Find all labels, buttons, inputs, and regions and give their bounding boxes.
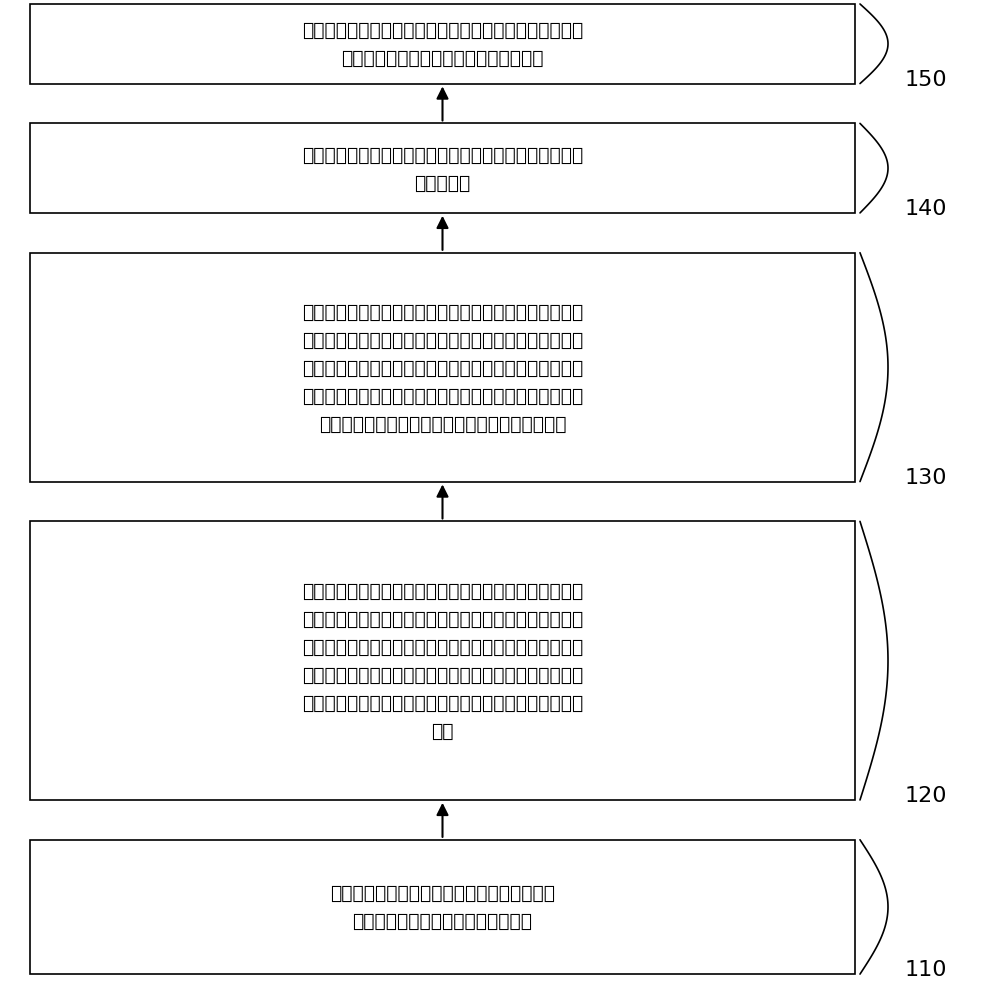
Text: 根据预设循环次数进行循环，每次循环包括：
根据全局优化算法确定前肋腹板厚度: 根据预设循环次数进行循环，每次循环包括： 根据全局优化算法确定前肋腹板厚度 xyxy=(330,884,555,930)
Text: 130: 130 xyxy=(905,467,948,487)
Text: 如果所述前肋腹板厚度小于等于所述预设厚度，则根据所
述全局优化算法确定的第二飞机机翼有限元模型的至少一
个其他飞机机翼部件表达式中的参数，计算第二飞机机翼
有限: 如果所述前肋腹板厚度小于等于所述预设厚度，则根据所 述全局优化算法确定的第二飞机… xyxy=(302,302,583,433)
Text: 140: 140 xyxy=(905,199,948,219)
Text: 110: 110 xyxy=(905,959,948,979)
Bar xyxy=(30,840,855,974)
Text: 经过所述预设循环次数循环，得到所述预设循环次数的飞
机机翼重量: 经过所述预设循环次数循环，得到所述预设循环次数的飞 机机翼重量 xyxy=(302,145,583,193)
Text: 150: 150 xyxy=(905,70,948,89)
Bar xyxy=(30,124,855,214)
Text: 如果所述前肋腹板厚度大于预设厚度，则根据全局优化算
法确定的第一飞机机翼有限元模型的至少一个其他飞机机
翼部件表达式中的参数，计算所述第一飞机机翼有限元模
型对: 如果所述前肋腹板厚度大于预设厚度，则根据全局优化算 法确定的第一飞机机翼有限元模… xyxy=(302,581,583,741)
Bar xyxy=(30,5,855,84)
Text: 120: 120 xyxy=(905,785,948,805)
Bar xyxy=(30,253,855,482)
Text: 获取所述预设循环次数的飞机机翼重量中的较轻飞机机翼
重量对应的至少一个飞机机翼部件表达式: 获取所述预设循环次数的飞机机翼重量中的较轻飞机机翼 重量对应的至少一个飞机机翼部… xyxy=(302,21,583,69)
Bar xyxy=(30,522,855,800)
